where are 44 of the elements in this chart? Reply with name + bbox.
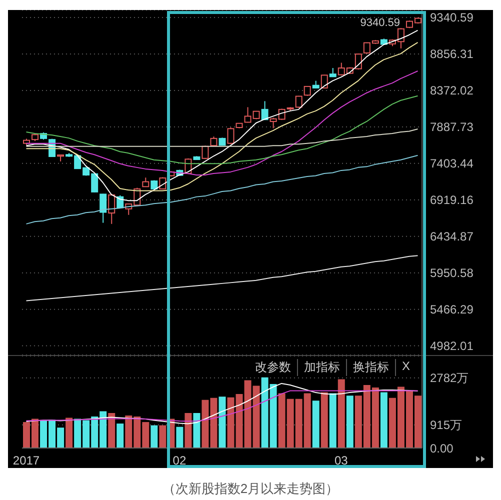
annotation: 换指标: [346, 359, 395, 376]
bar: [108, 412, 116, 448]
annotation: 改参数: [248, 359, 297, 376]
bar: [320, 392, 328, 448]
line-series: [26, 390, 418, 422]
y-tick-label: 6919.16: [430, 193, 474, 208]
x-tick-label: 02: [172, 454, 186, 468]
line-series: [26, 95, 418, 164]
y-tick-label: 9340.59: [430, 10, 474, 25]
text: （次新股指数2月以来走势图）: [161, 480, 340, 498]
bar: [176, 426, 184, 448]
x-tick-label: 03: [334, 454, 348, 468]
annotation: 加指标: [296, 359, 346, 376]
bar: [193, 412, 200, 448]
line-series: [26, 382, 418, 424]
bar: [159, 425, 166, 448]
line-series: [26, 154, 418, 224]
bar: [116, 424, 124, 448]
line-series: [26, 128, 418, 147]
y-tick-label: 7887.73: [430, 120, 474, 134]
bar: [218, 396, 226, 448]
bar: [184, 412, 192, 448]
line-series: [26, 255, 418, 302]
annotation: X: [394, 359, 416, 376]
y-tick-label: 915万: [430, 418, 462, 432]
y-tick-label: 5466.29: [430, 302, 474, 317]
bar: [346, 396, 354, 448]
line-series: [26, 70, 418, 176]
bar: [329, 393, 336, 448]
y-tick-label: 8856.31: [430, 47, 474, 62]
y-tick-label: 2782万: [430, 371, 469, 386]
bar: [338, 379, 345, 448]
annotation: 9340.59: [360, 17, 400, 29]
y-tick-label: 8372.02: [430, 84, 474, 98]
y-tick-label: 0.00: [430, 441, 454, 456]
x-tick-label: 2017: [12, 454, 40, 468]
y-tick-label: 4982.01: [430, 339, 474, 354]
bar: [380, 392, 388, 448]
bar: [150, 425, 158, 448]
y-tick-label: 5950.58: [430, 266, 474, 280]
bar: [312, 400, 320, 448]
bar: [66, 418, 73, 448]
y-tick-label: 7403.44: [430, 156, 474, 171]
y-tick-label: 6434.87: [430, 230, 474, 244]
